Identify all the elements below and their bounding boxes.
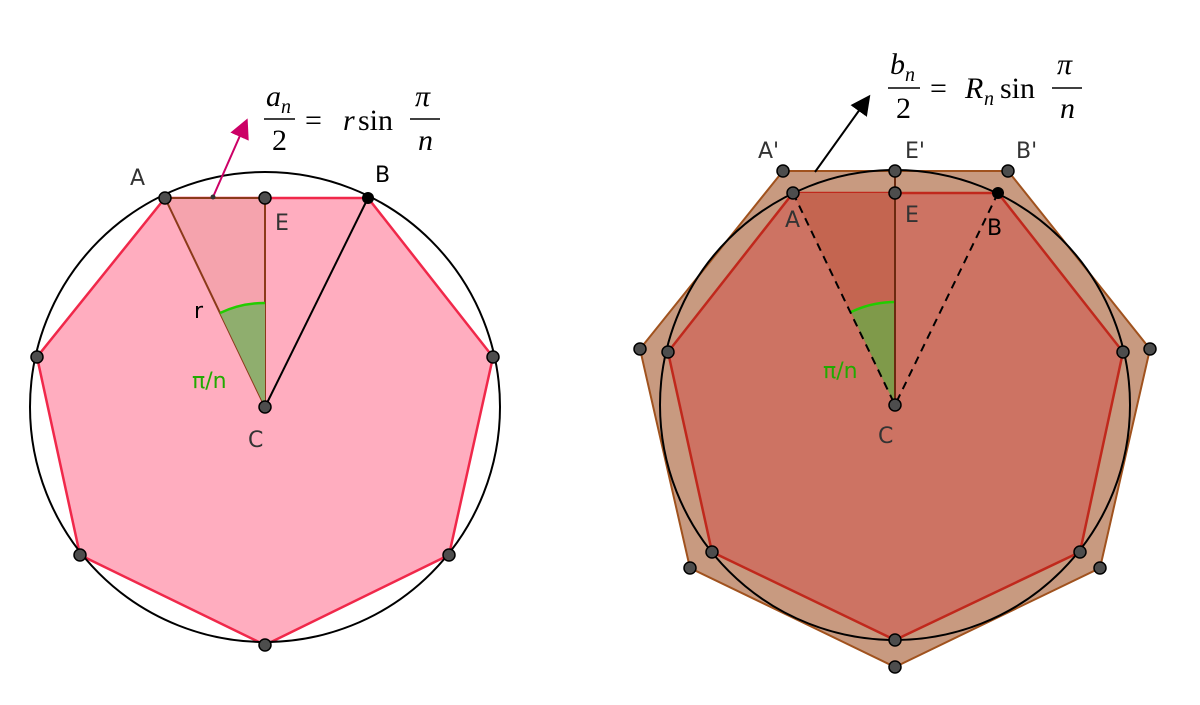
formula-part: 2: [896, 92, 911, 125]
formula-part: =: [305, 104, 322, 137]
point: [210, 194, 216, 200]
point: [158, 191, 172, 205]
segment: [264, 197, 369, 408]
point: [633, 342, 647, 356]
point: [258, 638, 272, 652]
point: [1116, 345, 1130, 359]
right-figure: A' E' B' A E B C π/n b n 2 = R n sin π n: [633, 48, 1157, 674]
formula-part: a: [266, 80, 281, 113]
formula-part: n: [418, 124, 433, 157]
label: A': [758, 139, 779, 164]
formula-part: sin: [358, 104, 393, 137]
point: [362, 192, 374, 204]
segment: [894, 192, 999, 406]
point: [683, 561, 697, 575]
angle-wedge: [851, 302, 895, 405]
formula-part: 2: [272, 124, 287, 157]
formula-part: n: [281, 96, 291, 118]
point: [786, 186, 800, 200]
point: [776, 164, 790, 178]
label: A: [130, 166, 145, 191]
formula-part: π: [1057, 48, 1073, 81]
label: C: [248, 428, 263, 453]
formula-part: r: [343, 104, 355, 137]
point: [73, 548, 87, 562]
inscribed-polygon: [666, 191, 1125, 642]
point: [888, 186, 902, 200]
point: [1001, 164, 1015, 178]
formula-part: n: [984, 88, 994, 110]
label: E: [905, 203, 919, 228]
label: B: [375, 163, 390, 188]
point: [661, 345, 675, 359]
label: B: [987, 216, 1002, 241]
point: [888, 660, 902, 674]
point: [442, 548, 456, 562]
point: [888, 164, 902, 178]
formula: a n 2 = r sin π n: [264, 80, 440, 157]
points: [633, 164, 1157, 674]
label: π/n: [192, 369, 227, 394]
formula-part: n: [905, 64, 915, 86]
left-figure: A B E C r π/n a n 2 = r sin π n: [29, 80, 501, 652]
arrow: [814, 94, 871, 173]
point: [486, 350, 500, 364]
label: C: [878, 424, 893, 449]
segment: [792, 192, 896, 406]
angle-arc: [219, 301, 266, 315]
angle-arc: [850, 300, 896, 314]
angle-wedge: [220, 302, 265, 407]
label: E': [905, 139, 925, 164]
formula-part: sin: [1000, 72, 1035, 105]
formula-part: π: [415, 80, 431, 113]
formula-part: n: [1060, 92, 1075, 125]
formula-part: R: [964, 72, 983, 105]
points: [30, 191, 500, 652]
point: [258, 400, 272, 414]
point: [258, 191, 272, 205]
label: r: [194, 299, 204, 324]
label: E: [275, 211, 289, 236]
label: A: [785, 208, 800, 233]
point: [705, 545, 719, 559]
label: π/n: [823, 359, 858, 384]
point: [1143, 342, 1157, 356]
formula-part: =: [930, 72, 947, 105]
point: [992, 187, 1004, 199]
point: [1093, 561, 1107, 575]
inscribed-polygon: [35, 196, 495, 647]
arrow: [212, 118, 249, 198]
point: [888, 633, 902, 647]
formula-part: b: [890, 48, 905, 81]
label: B': [1016, 139, 1037, 164]
formula: b n 2 = R n sin π n: [888, 48, 1082, 125]
point: [1073, 545, 1087, 559]
point: [30, 350, 44, 364]
point: [888, 398, 902, 412]
